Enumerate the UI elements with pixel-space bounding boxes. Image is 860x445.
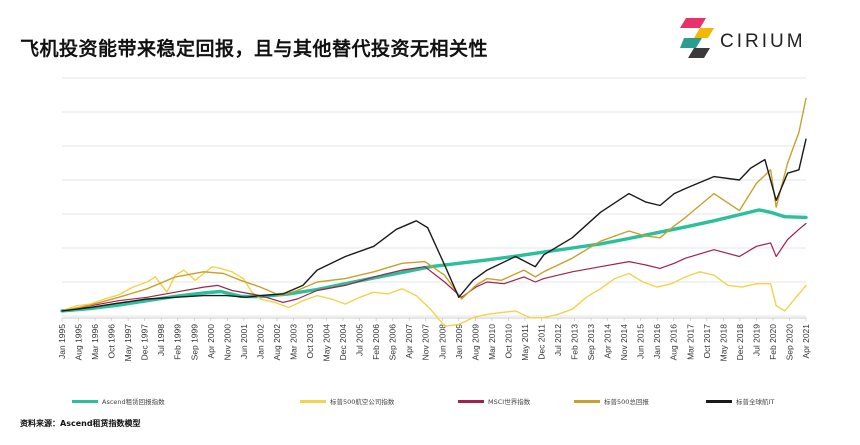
series-line-5 [61,138,807,312]
x-tick-label: Jan 2002 [255,324,265,359]
x-tick-label: Nov 2014 [619,324,629,361]
x-tick-label: Apr 2014 [603,324,613,359]
x-tick-label: Dec 2011 [536,324,546,360]
x-tick-label: Oct 2003 [305,324,315,359]
legend-item: 标普全球航IT [706,394,774,408]
legend-label: 标普500航空公司指数 [330,398,395,406]
x-tick-label: Apr 2021 [801,324,811,359]
x-tick-label: Nov 2000 [222,324,232,361]
chart-title: 飞机投资能带来稳定回报，且与其他替代投资无相关性 [20,38,489,60]
x-tick-label: May 1997 [123,324,133,362]
legend-swatch [706,399,732,403]
legend-swatch [300,399,326,403]
x-tick-label: Jul 1998 [156,324,166,356]
x-tick-label: May 2004 [322,324,332,362]
x-tick-label: Jul 2005 [355,324,365,356]
legend-label: Ascend租赁回报指数 [102,398,165,406]
x-tick-label: Aug 2009 [470,324,480,361]
x-tick-label: Feb 2006 [371,324,381,360]
x-tick-label: Nov 2007 [421,324,431,361]
x-tick-label: Feb 2020 [768,324,778,360]
x-tick-label: Sep 2020 [784,324,794,361]
x-tick-label: Mar 2010 [487,324,497,360]
x-tick-label: Oct 2017 [702,324,712,359]
x-tick-label: Feb 2013 [570,324,580,360]
legend-label: 标普500总回报 [604,398,649,406]
x-tick-label: Jan 2009 [454,324,464,359]
x-tick-label: Aug 2016 [669,324,679,361]
series-line-2 [61,266,807,327]
x-tick-label: Sep 2013 [586,324,596,361]
cirium-logo-icon [680,18,714,58]
x-tick-label: Sep 1999 [189,324,199,361]
x-tick-label: Jan 2016 [652,324,662,359]
legend-item: 标普500总回报 [574,394,649,408]
source-note: 资料来源：Ascend租赁指数模型 [20,419,141,428]
x-tick-label: Dec 2018 [735,324,745,361]
x-tick-label: Mar 1996 [90,324,100,360]
x-tick-label: May 2018 [718,324,728,362]
x-tick-label: May 2011 [520,324,530,361]
x-tick-label: Mar 2003 [288,324,298,360]
series-line-1 [60,208,808,313]
x-tick-label: Jun 2001 [239,324,249,359]
x-tick-label: Dec 2004 [338,324,348,361]
x-tick-label: Sep 2006 [388,324,398,361]
x-tick-label: Aug 1995 [74,324,84,361]
x-tick-label: Aug 2002 [272,324,282,361]
legend-item: Ascend租赁回报指数 [72,394,165,408]
x-tick-label: Jul 2012 [553,324,563,356]
x-tick-label: Mar 2017 [685,324,695,360]
legend-swatch [72,399,98,403]
x-tick-label: Jul 2019 [751,324,761,356]
x-tick-label: Feb 1999 [173,324,183,360]
legend-item: 标普500航空公司指数 [300,394,394,408]
x-tick-label: Apr 2000 [206,324,216,359]
x-tick-label: Dec 1997 [140,324,150,361]
cirium-logo-text: CIRIUM [720,31,806,52]
x-tick-label: Apr 2007 [404,324,414,359]
series-line-3 [61,222,807,312]
x-tick-label: Oct 2010 [503,324,513,359]
x-tick-label: Oct 1996 [107,324,117,359]
x-tick-label: Jun 2015 [636,324,646,359]
x-tick-label: Jan 1995 [57,324,67,359]
legend-swatch [574,399,600,403]
legend-swatch [458,399,484,403]
series-line-4 [61,97,807,312]
legend-label: MSCI世界指数 [488,398,531,406]
x-tick-label: Jun 2008 [437,324,447,359]
legend-item: MSCI世界指数 [458,394,530,408]
legend-label: 标普全球航IT [736,398,775,406]
cirium-logo: CIRIUM [680,16,850,60]
chart-legend: Ascend租赁回报指数 标普500航空公司指数 MSCI世界指数 标普500总回报 标… [0,394,860,408]
